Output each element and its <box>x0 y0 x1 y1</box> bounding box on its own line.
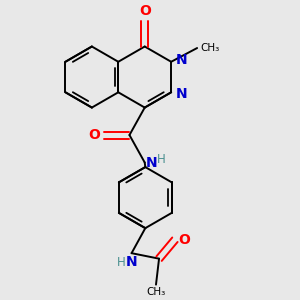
Text: O: O <box>139 4 151 18</box>
Text: N: N <box>126 255 137 268</box>
Text: O: O <box>178 233 190 247</box>
Text: N: N <box>176 87 187 101</box>
Text: N: N <box>176 53 187 67</box>
Text: O: O <box>89 128 100 142</box>
Text: H: H <box>157 152 166 166</box>
Text: H: H <box>117 256 126 269</box>
Text: CH₃: CH₃ <box>146 287 166 297</box>
Text: N: N <box>146 155 158 170</box>
Text: CH₃: CH₃ <box>200 43 219 53</box>
